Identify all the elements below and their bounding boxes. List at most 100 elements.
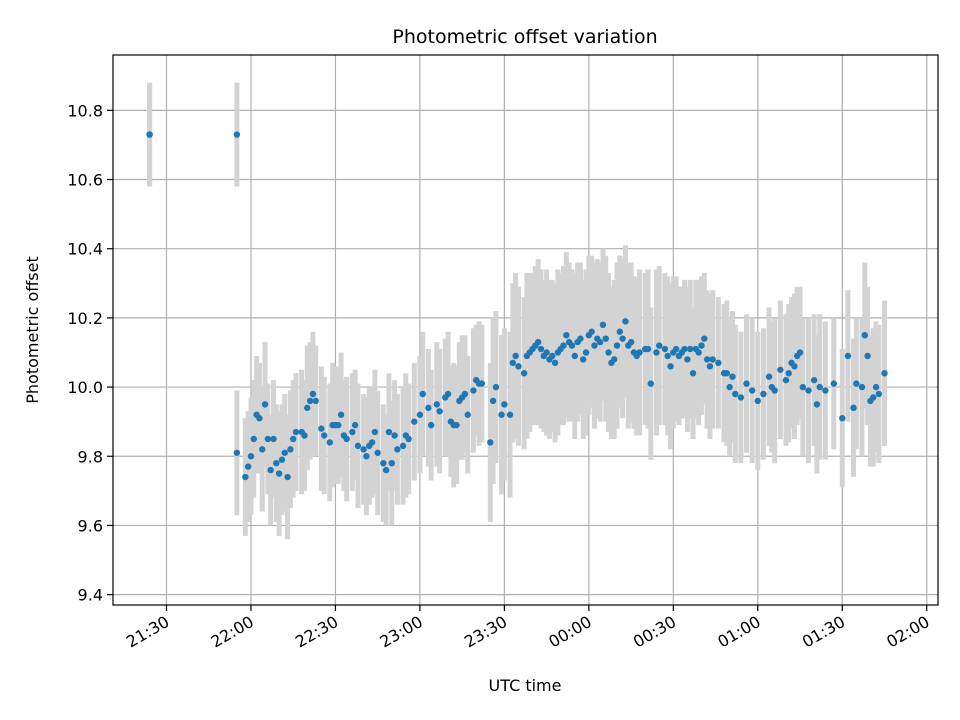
x-tick-label: 22:30 bbox=[292, 612, 341, 652]
x-tick-label: 23:00 bbox=[376, 612, 425, 652]
data-point bbox=[461, 390, 469, 398]
data-point bbox=[267, 466, 274, 474]
data-point bbox=[602, 335, 609, 342]
data-point bbox=[853, 380, 860, 387]
data-point bbox=[810, 376, 818, 384]
y-tick-label: 10.0 bbox=[67, 378, 103, 397]
data-points bbox=[146, 131, 888, 481]
data-point bbox=[748, 387, 756, 394]
data-point bbox=[444, 390, 452, 398]
data-point bbox=[858, 383, 866, 391]
data-point bbox=[534, 338, 542, 346]
data-point bbox=[844, 352, 852, 360]
x-tick-label: 23:30 bbox=[461, 612, 510, 652]
x-tick-label: 00:30 bbox=[630, 612, 679, 652]
data-point bbox=[261, 401, 269, 408]
y-axis-label: Photometric offset bbox=[23, 256, 42, 404]
data-point bbox=[543, 349, 550, 356]
y-tick-label: 9.4 bbox=[78, 586, 103, 605]
data-point bbox=[732, 390, 739, 398]
x-tick-label: 22:00 bbox=[208, 612, 257, 652]
data-point bbox=[813, 401, 821, 408]
data-point bbox=[777, 366, 784, 373]
data-point bbox=[537, 345, 545, 353]
data-point bbox=[661, 345, 669, 353]
data-point bbox=[470, 387, 477, 394]
data-point bbox=[515, 363, 522, 370]
y-tick-label: 9.6 bbox=[78, 516, 103, 535]
y-tick-label: 10.2 bbox=[67, 309, 103, 328]
data-point bbox=[591, 342, 598, 349]
data-point bbox=[453, 421, 460, 429]
data-point bbox=[687, 345, 694, 353]
data-point bbox=[782, 376, 790, 384]
x-tick-label: 01:30 bbox=[799, 612, 848, 652]
data-point bbox=[512, 352, 519, 360]
data-point bbox=[644, 345, 652, 353]
data-point bbox=[709, 356, 716, 363]
data-point bbox=[368, 439, 376, 446]
data-point bbox=[839, 415, 846, 422]
data-point bbox=[318, 425, 325, 432]
data-point bbox=[610, 356, 618, 363]
data-point bbox=[478, 380, 486, 387]
data-point bbox=[672, 345, 680, 353]
x-axis-ticks: 21:30 22:00 22:30 23:00 23:30 00:00 00:30 01:00… bbox=[123, 605, 933, 652]
data-point bbox=[577, 335, 584, 342]
data-point bbox=[343, 435, 350, 443]
data-point bbox=[382, 466, 390, 474]
y-tick-label: 10.6 bbox=[67, 171, 103, 190]
data-point bbox=[374, 449, 381, 456]
data-point bbox=[326, 439, 334, 446]
data-point bbox=[312, 397, 319, 405]
y-tick-label: 10.8 bbox=[67, 101, 103, 120]
data-point bbox=[568, 342, 576, 349]
data-point bbox=[563, 331, 570, 339]
data-point bbox=[309, 390, 317, 398]
data-point bbox=[588, 328, 595, 335]
data-point bbox=[250, 435, 257, 443]
data-point bbox=[419, 390, 426, 398]
data-point bbox=[582, 349, 590, 356]
data-point bbox=[242, 473, 249, 481]
x-tick-label: 00:00 bbox=[545, 612, 594, 652]
data-point bbox=[506, 411, 514, 418]
data-point bbox=[360, 446, 367, 453]
data-point bbox=[664, 352, 671, 360]
plot-frame bbox=[112, 54, 939, 606]
data-point bbox=[613, 342, 621, 349]
data-point bbox=[765, 373, 773, 380]
data-point bbox=[363, 453, 370, 460]
data-point bbox=[335, 421, 342, 429]
data-point bbox=[743, 380, 750, 387]
x-tick-label: 21:30 bbox=[123, 612, 172, 652]
data-point bbox=[754, 397, 761, 405]
data-point bbox=[416, 411, 424, 418]
data-point bbox=[337, 411, 345, 418]
data-point bbox=[701, 335, 708, 342]
data-point bbox=[351, 421, 359, 429]
data-point bbox=[796, 349, 804, 356]
data-point bbox=[681, 345, 688, 353]
y-tick-label: 10.4 bbox=[67, 240, 103, 259]
data-point bbox=[306, 397, 314, 405]
data-point bbox=[427, 421, 435, 429]
data-point bbox=[596, 338, 604, 346]
data-point bbox=[233, 131, 241, 138]
data-point bbox=[354, 442, 362, 450]
data-point bbox=[464, 411, 471, 418]
data-point bbox=[737, 394, 745, 401]
data-point bbox=[492, 383, 500, 391]
data-point bbox=[872, 383, 880, 391]
y-tick-label: 9.8 bbox=[78, 447, 103, 466]
data-point bbox=[436, 408, 443, 415]
data-point bbox=[287, 446, 294, 453]
data-point bbox=[399, 442, 407, 450]
chart-title: Photometric offset variation bbox=[392, 26, 657, 48]
data-point bbox=[723, 370, 731, 377]
data-point bbox=[501, 401, 508, 408]
data-point bbox=[244, 463, 252, 470]
data-point bbox=[498, 411, 505, 418]
